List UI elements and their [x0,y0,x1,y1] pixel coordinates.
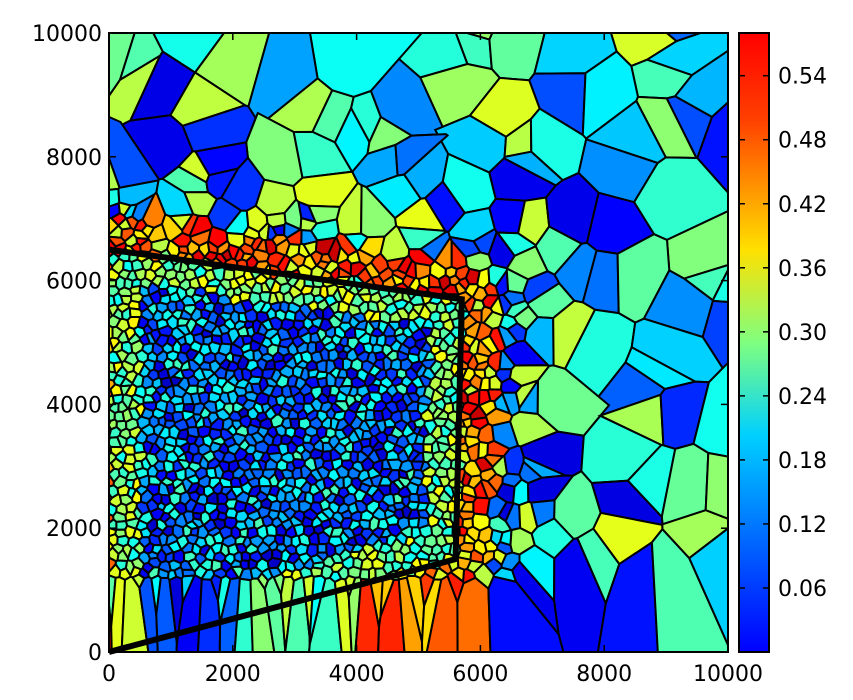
voronoi-cell [0,480,106,504]
y-tick-label: 2000 [46,517,102,542]
colorbar-tick-label: 0.12 [778,513,827,538]
voronoi-cell [109,435,111,444]
voronoi-cell [109,303,111,310]
voronoi-cell [109,33,136,98]
voronoi-cell [711,267,728,304]
x-axis: 0 2000 4000 6000 8000 10000 [102,33,763,687]
voronoi-cell [109,500,112,507]
voronoi-cell [109,485,111,490]
voronoi-cell [0,557,105,594]
voronoi-cell [265,523,278,538]
colorbar-tick-label: 0.24 [778,385,827,410]
voronoi-cell [397,576,424,652]
y-tick-label: 10000 [32,22,102,47]
voronoi-cell [64,341,106,358]
colorbar-tick-label: 0.48 [778,129,827,154]
colorbar: 0.06 0.12 0.18 0.24 0.30 0.36 0.42 0.48 0.54 [738,32,827,653]
y-tick-label: 4000 [46,393,102,418]
voronoi-cell [0,426,104,457]
voronoi-cell [701,299,728,379]
voronoi-cell [478,376,491,392]
voronoi-cell [0,458,108,481]
voronoi-cell [175,324,192,337]
voronoi-cell [696,101,728,195]
voronoi-cell [0,343,105,389]
colorbar-tick-label: 0.06 [778,577,827,602]
voronoi-cell [109,470,111,476]
region-boundary-line [108,246,465,655]
voronoi-cell [316,542,328,554]
voronoi-cell [553,537,607,652]
voronoi-cell [0,323,104,348]
colorbar-ticks: 0.06 0.12 0.18 0.24 0.30 0.36 0.42 0.48 0.54 [739,65,827,602]
voronoi-cell [0,241,105,257]
voronoi-cell [109,443,110,445]
voronoi-cell [109,337,111,342]
voronoi-cell [109,317,111,327]
voronoi-cell [319,346,330,362]
y-axis: 0 2000 4000 6000 8000 10000 [32,22,728,666]
colorbar-gradient [738,32,770,653]
x-tick-label: 6000 [452,662,508,687]
plot-frame [108,32,729,653]
x-tick-label: 4000 [329,662,385,687]
x-tick-label: 2000 [205,662,261,687]
voronoi-cell [128,307,143,318]
voronoi-cell [0,289,102,337]
voronoi-cell [487,575,565,652]
y-tick-label: 6000 [46,270,102,295]
voronoi-cell [333,577,353,652]
colorbar-tick-label: 0.30 [778,321,827,346]
voronoi-cell [109,324,114,341]
voronoi-cell [0,540,102,568]
voronoi-cell [650,527,728,652]
x-tick-label: 8000 [576,662,632,687]
voronoi-cell [84,451,108,460]
voronoi-cell [109,234,111,242]
x-tick-label: 0 [102,662,116,687]
voronoi-cell [109,550,111,560]
colorbar-tick-label: 0.54 [778,65,827,90]
voronoi-cell [0,207,107,245]
voronoi-cell [94,367,107,380]
y-tick-label: 0 [88,641,102,666]
x-tick-label: 10000 [693,662,763,687]
colorbar-tick-label: 0.18 [778,449,827,474]
voronoi-cell [109,155,121,191]
voronoi-cell [109,594,113,652]
y-tick-label: 8000 [46,146,102,171]
colorbar-tick-label: 0.36 [778,257,827,282]
colorbar-tick-label: 0.42 [778,193,827,218]
